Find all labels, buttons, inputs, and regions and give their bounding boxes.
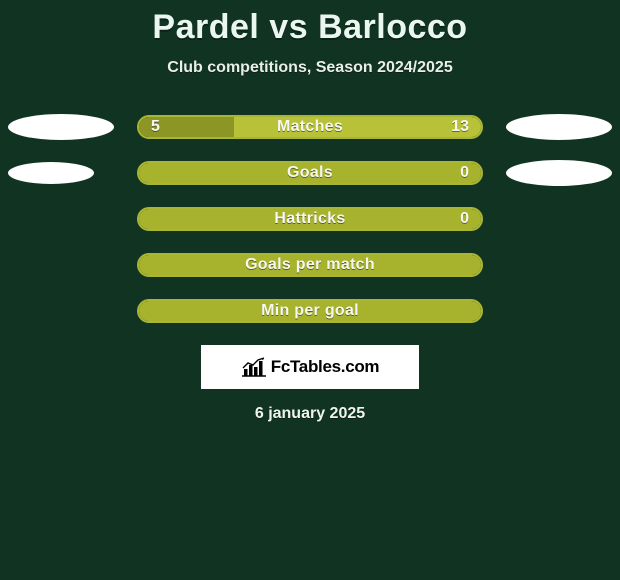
stat-label: Goals per match bbox=[139, 255, 481, 275]
player-right-marker bbox=[506, 114, 612, 140]
date-stamp: 6 january 2025 bbox=[0, 405, 620, 423]
stat-row-mpg: Min per goal bbox=[0, 299, 620, 323]
bars-icon bbox=[241, 357, 267, 377]
stat-label: Goals bbox=[139, 163, 481, 183]
stat-value-right: 0 bbox=[460, 209, 469, 229]
stat-row-hattricks: Hattricks0 bbox=[0, 207, 620, 231]
comparison-chart: Matches513Goals0Hattricks0Goals per matc… bbox=[0, 115, 620, 323]
stat-label: Hattricks bbox=[139, 209, 481, 229]
player-left-marker bbox=[8, 162, 94, 184]
stat-value-right: 0 bbox=[460, 163, 469, 183]
stat-label: Matches bbox=[139, 117, 481, 137]
stat-row-goals: Goals0 bbox=[0, 161, 620, 185]
player-right-marker bbox=[506, 160, 612, 186]
stat-row-matches: Matches5 13 bbox=[0, 115, 620, 139]
stat-bar: Matches5 13 bbox=[137, 115, 483, 139]
player-left-marker bbox=[8, 114, 114, 140]
stat-value-left: 5 bbox=[151, 117, 160, 137]
stat-row-gpm: Goals per match bbox=[0, 253, 620, 277]
branding-box: FcTables.com bbox=[201, 345, 419, 389]
page-title: Pardel vs Barlocco bbox=[0, 8, 620, 47]
stat-bar: Hattricks0 bbox=[137, 207, 483, 231]
page-subtitle: Club competitions, Season 2024/2025 bbox=[0, 59, 620, 77]
stat-bar: Goals0 bbox=[137, 161, 483, 185]
stat-value-right: 13 bbox=[451, 117, 469, 137]
stat-bar: Min per goal bbox=[137, 299, 483, 323]
stat-label: Min per goal bbox=[139, 301, 481, 321]
widget-root: Pardel vs Barlocco Club competitions, Se… bbox=[0, 0, 620, 423]
branding-text: FcTables.com bbox=[271, 357, 380, 377]
stat-bar: Goals per match bbox=[137, 253, 483, 277]
